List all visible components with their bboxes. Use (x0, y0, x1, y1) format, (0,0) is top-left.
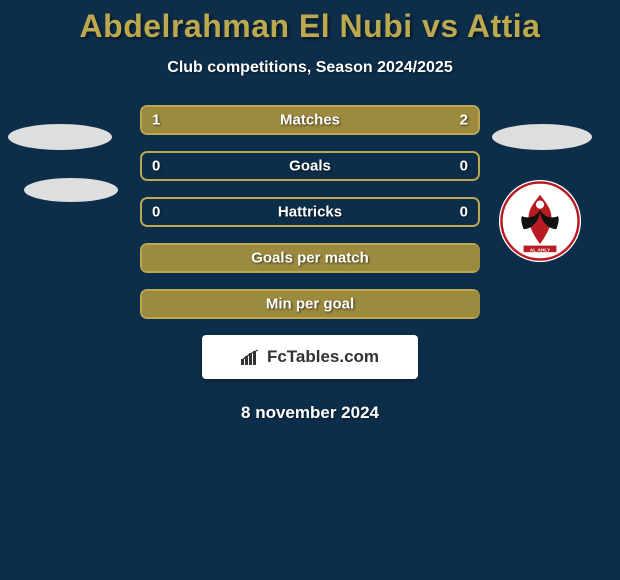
stat-value-right: 2 (460, 112, 468, 129)
date-text: 8 november 2024 (0, 403, 620, 423)
stat-label: Min per goal (266, 296, 354, 313)
stat-row: Goals per match (140, 243, 480, 273)
club-badge: AL AHLY (499, 180, 581, 262)
stat-value-left: 0 (152, 204, 160, 221)
stat-row: Min per goal (140, 289, 480, 319)
brand-text: FcTables.com (267, 347, 379, 367)
stat-value-right: 0 (460, 204, 468, 221)
stat-row: Matches 1 2 (140, 105, 480, 135)
subtitle: Club competitions, Season 2024/2025 (0, 59, 620, 77)
placeholder-oval (24, 178, 118, 202)
stat-value-left: 1 (152, 112, 160, 129)
stat-value-right: 0 (460, 158, 468, 175)
stat-label: Hattricks (278, 204, 342, 221)
stat-row: Goals 0 0 (140, 151, 480, 181)
page-title: Abdelrahman El Nubi vs Attia (0, 0, 620, 45)
brand-box: FcTables.com (202, 335, 418, 379)
stat-value-left: 0 (152, 158, 160, 175)
placeholder-oval (8, 124, 112, 150)
stat-label: Matches (280, 112, 340, 129)
stat-label: Goals (289, 158, 331, 175)
stat-row: Hattricks 0 0 (140, 197, 480, 227)
placeholder-oval (492, 124, 592, 150)
svg-text:AL AHLY: AL AHLY (530, 247, 551, 253)
bars-icon (241, 349, 261, 365)
club-badge-svg: AL AHLY (499, 180, 581, 262)
stat-label: Goals per match (251, 250, 369, 267)
